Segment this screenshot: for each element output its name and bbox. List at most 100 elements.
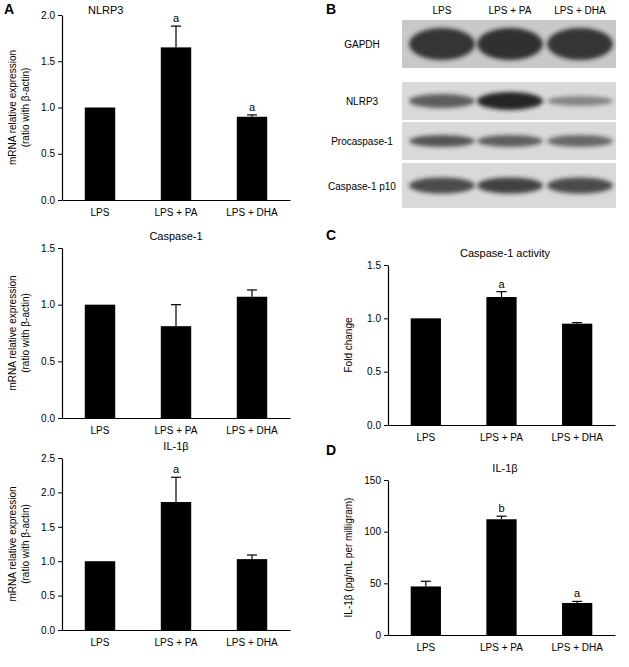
x-tick: LPS + DHA xyxy=(551,425,603,443)
bar-chart: ba050100150LPSLPS + PALPS + DHAIL-1βIL-1… xyxy=(326,442,616,653)
y-axis-title: Fold change xyxy=(343,317,354,372)
y-axis-title: (ratio with β-actin) xyxy=(20,504,31,584)
error-cap xyxy=(171,477,181,478)
tick-mark xyxy=(384,635,388,636)
tick-mark xyxy=(384,425,388,426)
y-tick-label: 0.0 xyxy=(41,195,55,206)
figure: aa0.00.51.01.52.0LPSLPS + PALPS + DHANLR… xyxy=(0,0,629,667)
y-tick: 0.5 xyxy=(41,590,62,601)
tick-mark xyxy=(58,596,62,597)
x-tick-label: LPS xyxy=(91,425,110,436)
bar-chart: a0.00.51.01.5LPSLPS + PALPS + DHACaspase… xyxy=(326,227,616,443)
error-bar xyxy=(247,290,257,297)
tick-mark xyxy=(58,248,62,249)
blot-band xyxy=(477,92,543,110)
y-axis-title: mRNA relative expression xyxy=(7,50,18,165)
bar xyxy=(237,559,267,630)
y-tick-label: 1.5 xyxy=(41,56,55,67)
x-tick: LPS + PA xyxy=(155,200,198,218)
row-label: Caspase-1 p10 xyxy=(328,181,396,192)
y-tick: 1.5 xyxy=(41,243,62,254)
blot-band xyxy=(477,28,543,60)
y-tick: 2.5 xyxy=(41,453,62,464)
y-tick: 1.5 xyxy=(41,522,62,533)
y-tick: 1.0 xyxy=(367,313,388,324)
tick-mark xyxy=(58,527,62,528)
y-tick-label: 1.0 xyxy=(41,299,55,310)
panel-label: D xyxy=(326,442,336,458)
y-tick: 1.0 xyxy=(41,299,62,310)
blot-band xyxy=(477,135,543,147)
error-whisker xyxy=(175,26,176,47)
y-tick-label: 0.0 xyxy=(367,420,381,431)
error-bar xyxy=(171,26,181,47)
y-axis: 0.00.51.01.52.0 xyxy=(41,10,62,206)
error-whisker xyxy=(425,581,426,586)
tick-mark xyxy=(58,154,62,155)
tick-mark xyxy=(58,492,62,493)
error-whisker xyxy=(175,305,176,327)
tick-mark xyxy=(58,15,62,16)
y-tick-label: 1.5 xyxy=(41,243,55,254)
chart-title: NLRP3 xyxy=(88,4,123,16)
bar xyxy=(237,297,267,418)
axis-line xyxy=(63,418,291,419)
y-tick: 0.0 xyxy=(41,195,62,206)
significance-label: a xyxy=(249,101,256,113)
x-tick-label: LPS xyxy=(416,642,435,653)
bar xyxy=(85,561,115,630)
y-tick-label: 2.0 xyxy=(41,487,55,498)
y-tick: 0.5 xyxy=(41,356,62,367)
y-tick-label: 0.0 xyxy=(41,413,55,424)
x-tick: LPS + PA xyxy=(155,418,198,436)
y-tick: 2.0 xyxy=(41,10,62,21)
axis-line xyxy=(62,459,63,631)
chart-title: Caspase-1 activity xyxy=(460,247,550,259)
bar xyxy=(85,108,115,201)
y-tick-label: 0.5 xyxy=(41,590,55,601)
error-whisker xyxy=(251,555,252,559)
x-tick: LPS xyxy=(91,200,110,218)
y-tick-label: 1.0 xyxy=(41,102,55,113)
error-bar xyxy=(171,477,181,502)
y-tick-label: 1.5 xyxy=(41,522,55,533)
y-tick-label: 1.0 xyxy=(367,313,381,324)
tick-mark xyxy=(384,265,388,266)
y-tick-label: 150 xyxy=(364,475,381,486)
y-tick-label: 100 xyxy=(364,526,381,537)
x-tick: LPS xyxy=(416,425,435,443)
y-tick: 1.0 xyxy=(41,556,62,567)
tick-mark xyxy=(58,561,62,562)
bar xyxy=(161,326,191,418)
error-cap xyxy=(247,289,257,290)
error-whisker xyxy=(175,477,176,502)
plot-area xyxy=(411,516,593,635)
error-bar xyxy=(247,555,257,559)
blot-band xyxy=(409,135,475,147)
bar xyxy=(486,519,516,635)
x-axis: LPSLPS + PALPS + DHA xyxy=(389,425,616,443)
y-tick: 0.0 xyxy=(367,420,388,431)
panel-label: B xyxy=(326,1,336,17)
x-tick-label: LPS + PA xyxy=(155,207,198,218)
x-axis: LPSLPS + PALPS + DHA xyxy=(63,630,291,648)
tick-mark xyxy=(58,108,62,109)
bar-chart: 0.00.51.01.5LPSLPS + PALPS + DHACaspase-… xyxy=(7,230,291,436)
significance-label: a xyxy=(173,463,180,475)
axis-line xyxy=(63,630,291,631)
y-tick: 0.0 xyxy=(41,413,62,424)
blot-strip xyxy=(402,122,616,160)
significance-label: a xyxy=(498,278,505,290)
x-tick-label: LPS + PA xyxy=(155,637,198,648)
plot-area xyxy=(85,290,267,418)
tick-mark xyxy=(384,318,388,319)
tick-mark xyxy=(384,480,388,481)
bar xyxy=(237,117,267,200)
blot-band xyxy=(477,178,543,194)
plot-area xyxy=(85,477,267,630)
y-axis-title: (ratio with β-actin) xyxy=(20,68,31,148)
chart-title: IL-1β xyxy=(163,440,188,452)
x-tick: LPS + PA xyxy=(155,630,198,648)
x-tick-label: LPS + DHA xyxy=(226,425,278,436)
row-label: Procaspase-1 xyxy=(331,136,393,147)
